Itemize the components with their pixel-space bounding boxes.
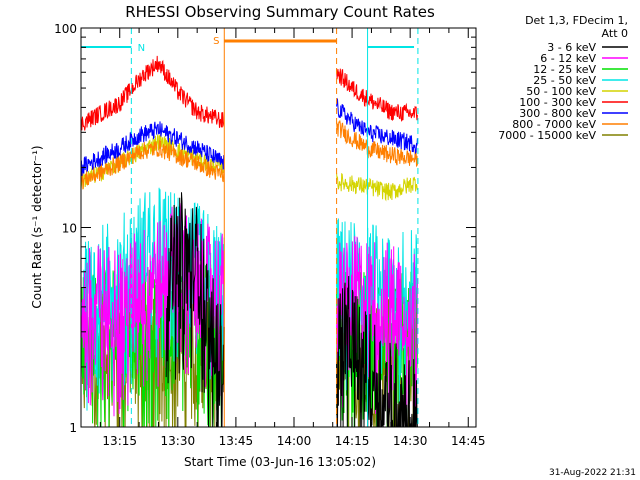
legend-label: 100 - 300 keV [519,96,596,109]
legend-label: 300 - 800 keV [519,107,596,120]
series-trace [336,97,418,155]
y-tick-label: 100 [54,22,77,36]
legend-label: 7000 - 15000 keV [498,129,596,142]
series-trace [80,140,225,190]
x-tick-label: 14:15 [335,434,370,448]
x-tick-label: 13:15 [102,434,137,448]
legend-label: 12 - 25 keV [533,63,596,76]
legend-label: 50 - 100 keV [526,85,596,98]
flag-label-n: N [138,43,145,54]
plot-area: N S 1 10 100 13:15 13:30 13:45 14:00 14:15 14:30 14… [54,22,485,448]
y-axis-label: Count Rate (s⁻¹ detector⁻¹) [30,145,44,308]
series-trace [80,257,225,428]
series-trace [336,68,418,122]
flag-label-s: S [213,36,219,47]
legend-header-line-1: Det 1,3, FDecim 1, [525,14,628,27]
chart-title: RHESSI Observing Summary Count Rates [125,3,435,21]
series-100-300-kev [80,55,418,131]
series-trace [80,121,225,176]
legend-header-line-2: Att 0 [602,27,628,40]
legend-label: 3 - 6 keV [547,41,596,54]
render-timestamp: 31-Aug-2022 21:31 [549,468,636,478]
x-tick-label: 14:00 [277,434,312,448]
legend-label: 800 - 7000 keV [512,118,596,131]
legend-label: 25 - 50 keV [533,74,596,87]
x-tick-label: 13:30 [161,434,196,448]
series-trace [80,55,225,131]
x-tick-label: 14:30 [393,434,428,448]
series-800-7000-kev [80,120,418,190]
x-axis-label: Start Time (03-Jun-16 13:05:02) [184,455,376,469]
y-tick-label: 1 [69,421,77,435]
series-300-800-kev [80,97,418,176]
x-tick-label: 13:45 [219,434,254,448]
series-trace [336,120,418,167]
legend-label: 6 - 12 keV [540,52,596,65]
series-trace [336,172,418,202]
series-trace [336,218,418,406]
x-tick-label: 14:45 [451,434,486,448]
y-tick-label: 10 [62,222,77,236]
series-trace [165,192,225,428]
